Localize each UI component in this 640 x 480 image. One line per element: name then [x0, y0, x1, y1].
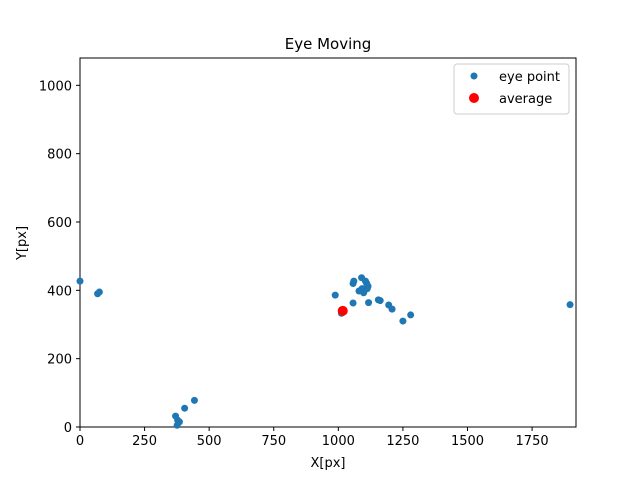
eye-point-marker	[349, 299, 357, 307]
eye-point-marker	[173, 421, 181, 429]
data-points	[76, 274, 574, 429]
x-tick-label: 1000	[322, 434, 355, 449]
eye-point-marker	[331, 291, 339, 299]
eye-point-marker	[364, 282, 372, 290]
chart-title: Eye Moving	[285, 35, 372, 53]
eye-point-marker	[388, 305, 396, 313]
y-axis-label: Y[px]	[15, 226, 30, 261]
x-axis-label: X[px]	[311, 456, 346, 471]
eye-point-marker	[365, 299, 373, 307]
plot-area	[79, 57, 577, 428]
y-tick-label: 0	[64, 421, 72, 436]
y-tick-label: 400	[47, 284, 72, 299]
average-marker	[337, 305, 348, 316]
eye-point-marker	[95, 288, 103, 296]
legend-label-eye-point: eye point	[499, 70, 560, 85]
legend-label-average: average	[499, 92, 552, 107]
legend-frame	[453, 63, 570, 115]
eye-point-marker	[190, 396, 198, 404]
x-tick-label: 0	[76, 434, 84, 449]
eye-point-marker	[399, 317, 407, 325]
eye-point-marker	[350, 277, 358, 285]
y-tick-label: 1000	[39, 79, 72, 94]
y-tick-label: 800	[47, 148, 72, 163]
y-tick-label: 600	[47, 216, 72, 231]
x-tick-label: 1750	[516, 434, 549, 449]
legend: eye point average	[453, 63, 570, 115]
eye-point-marker	[181, 404, 189, 412]
x-tick-label: 500	[197, 434, 222, 449]
y-axis: 0 200 400 600 800 1000	[39, 79, 80, 436]
x-tick-label: 1250	[386, 434, 419, 449]
legend-marker-average	[469, 93, 479, 103]
eye-point-marker	[376, 297, 384, 305]
plot-frame	[79, 57, 577, 428]
x-tick-label: 1500	[451, 434, 484, 449]
legend-marker-eye-point	[470, 72, 478, 80]
y-tick-label: 200	[47, 353, 72, 368]
eye-point-marker	[566, 301, 574, 309]
x-tick-label: 250	[132, 434, 157, 449]
eye-point-marker	[76, 277, 84, 285]
x-tick-label: 750	[261, 434, 286, 449]
x-axis: 0 250 500 750 1000 1250 1500 1750	[76, 427, 549, 449]
eye-point-marker	[407, 311, 415, 319]
